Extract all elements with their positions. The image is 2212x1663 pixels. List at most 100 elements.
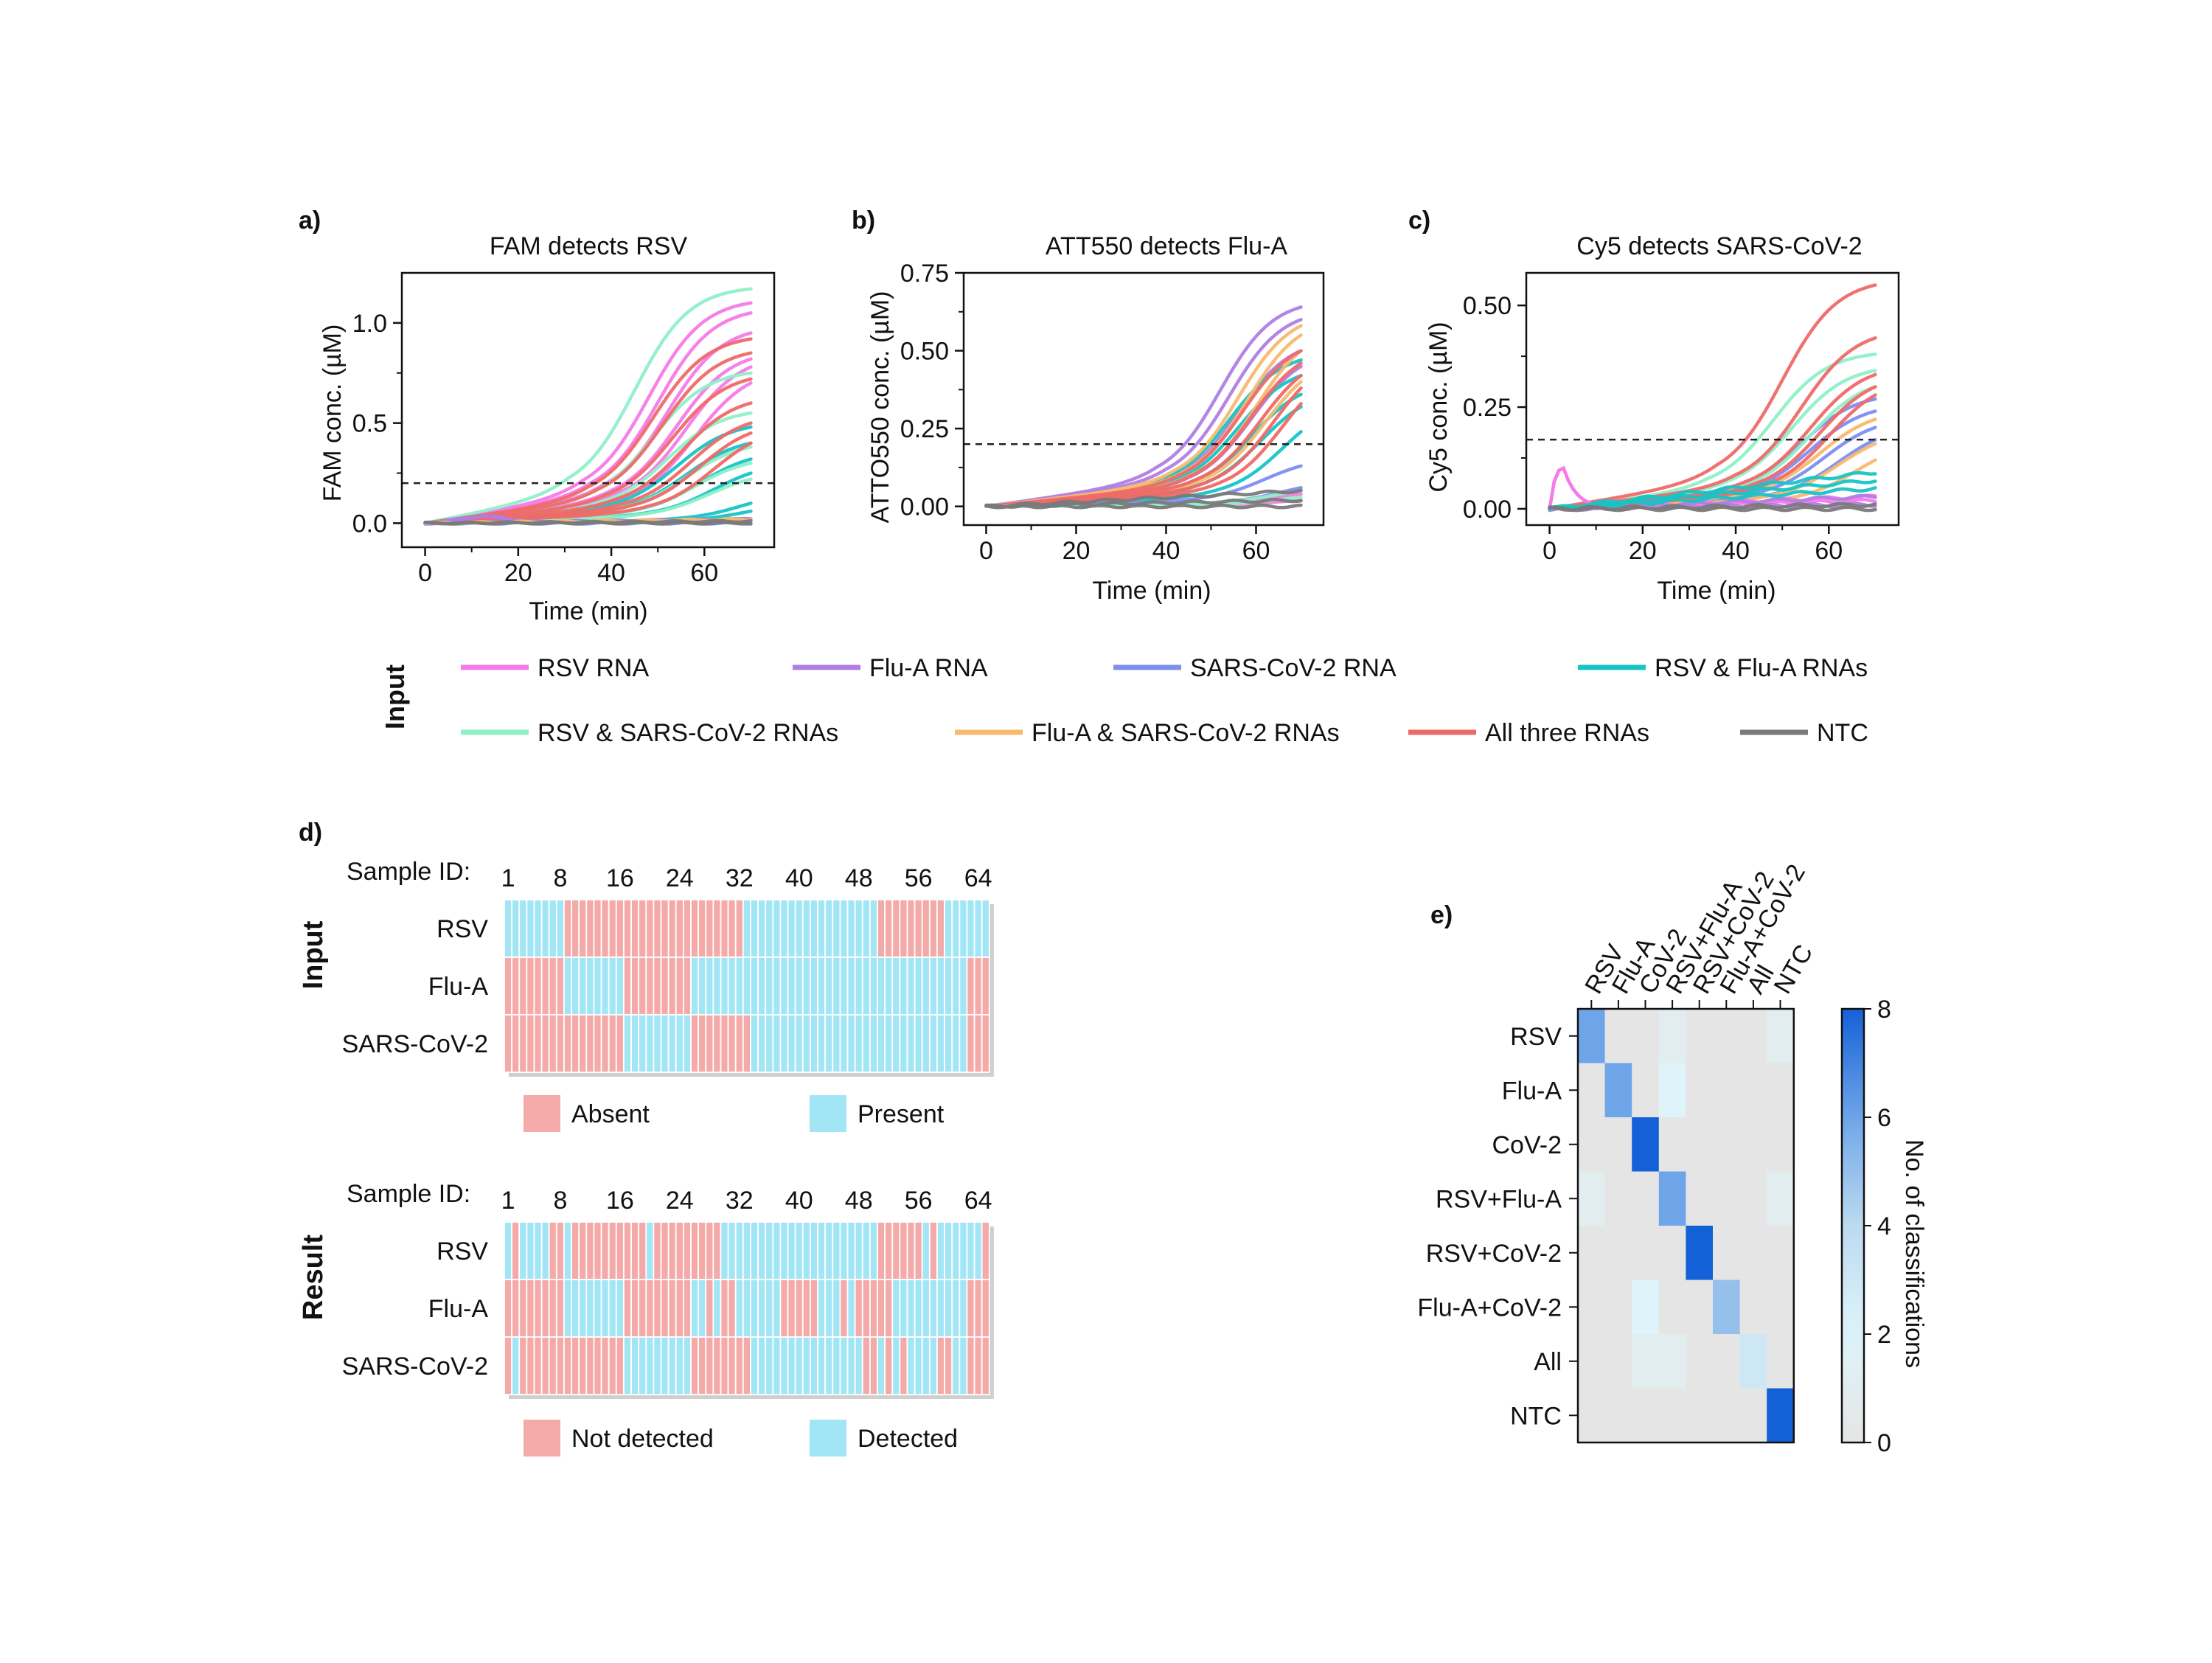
legend-swatch-present bbox=[810, 1095, 846, 1132]
grid-cell bbox=[877, 957, 886, 1015]
grid-cell bbox=[653, 1221, 662, 1280]
matrix-cell bbox=[1739, 1009, 1767, 1063]
matrix-cell bbox=[1767, 1171, 1795, 1226]
matrix-cell bbox=[1739, 1334, 1767, 1389]
grid-cell bbox=[593, 1221, 602, 1280]
grid-cell bbox=[765, 899, 774, 958]
legend-label-positive: Detected bbox=[858, 1425, 958, 1453]
grid-cell bbox=[638, 1279, 647, 1338]
column-tick-label: 48 bbox=[845, 1187, 873, 1215]
grid-cell bbox=[563, 957, 572, 1015]
grid-cell bbox=[966, 957, 975, 1015]
grid-cell bbox=[914, 1221, 923, 1280]
grid-cell bbox=[891, 1279, 901, 1338]
grid-cell bbox=[742, 1336, 751, 1395]
grid-cell bbox=[585, 1221, 595, 1280]
grid-cell bbox=[742, 899, 751, 958]
matrix-cell bbox=[1767, 1226, 1795, 1280]
grid-cell bbox=[750, 1221, 759, 1280]
grid-cell bbox=[593, 957, 602, 1015]
grid-cell bbox=[899, 1279, 908, 1338]
grid-cell bbox=[653, 957, 662, 1015]
grid-cell bbox=[779, 1014, 789, 1073]
legend-label-positive: Present bbox=[858, 1100, 945, 1128]
grid-cell bbox=[690, 1014, 700, 1073]
matrix-cell bbox=[1578, 1117, 1606, 1172]
sample-id-label-result: Sample ID: bbox=[347, 1180, 470, 1208]
grid-cell bbox=[667, 899, 677, 958]
grid-cell bbox=[533, 1221, 543, 1280]
grid-cell bbox=[555, 1014, 565, 1073]
column-tick-label: 64 bbox=[964, 864, 992, 892]
grid-cell bbox=[645, 957, 655, 1015]
grid-cell bbox=[533, 1014, 543, 1073]
grid-cell bbox=[817, 1221, 827, 1280]
grid-cell bbox=[518, 957, 528, 1015]
grid-cell bbox=[742, 957, 751, 1015]
grid-cell bbox=[959, 957, 968, 1015]
grid-cell bbox=[667, 1221, 677, 1280]
grid-cell bbox=[787, 1336, 796, 1395]
panel-label-b: b) bbox=[852, 206, 875, 235]
grid-cell bbox=[817, 1336, 827, 1395]
grid-cell bbox=[921, 1279, 931, 1338]
matrix-cell bbox=[1686, 1280, 1714, 1335]
grid-cell bbox=[533, 1279, 543, 1338]
matrix-cell bbox=[1686, 1388, 1714, 1443]
grid-cell bbox=[869, 899, 878, 958]
legend-label-ntc: NTC bbox=[1817, 719, 1868, 747]
matrix-cell bbox=[1767, 1009, 1795, 1063]
matrix-cell bbox=[1686, 1334, 1714, 1389]
matrix-cell bbox=[1604, 1334, 1632, 1389]
grid-cell bbox=[906, 1279, 916, 1338]
colorbar-tick-label: 8 bbox=[1877, 996, 1891, 1024]
grid-cell bbox=[869, 1279, 878, 1338]
grid-cell bbox=[623, 1336, 632, 1395]
grid-cell bbox=[757, 1014, 767, 1073]
grid-cell bbox=[533, 899, 543, 958]
matrix-row-label: Flu-A bbox=[1502, 1077, 1562, 1105]
series-lines bbox=[423, 287, 753, 526]
grid-cell bbox=[810, 1221, 818, 1280]
grid-cell bbox=[675, 899, 684, 958]
grid-cell bbox=[653, 1014, 662, 1073]
column-tick-label: 8 bbox=[553, 864, 567, 892]
matrix-cell bbox=[1632, 1171, 1660, 1226]
plot-area: 0 20 40 60 0.0 0.5 1.0 bbox=[352, 271, 776, 587]
grid-cell bbox=[914, 1279, 923, 1338]
grid-cell bbox=[906, 899, 916, 958]
matrix-cell bbox=[1713, 1334, 1741, 1389]
grid-cell bbox=[779, 957, 789, 1015]
series-line-flu bbox=[984, 305, 1303, 508]
grid-cell bbox=[794, 1336, 804, 1395]
grid-cell bbox=[511, 1279, 521, 1338]
plot-frame bbox=[400, 271, 776, 549]
grid-cell bbox=[921, 1221, 931, 1280]
column-tick-label: 24 bbox=[666, 1187, 694, 1215]
x-tick-label: 20 bbox=[1629, 537, 1657, 565]
grid-cell bbox=[548, 1336, 557, 1395]
panel-label-e: e) bbox=[1430, 901, 1453, 929]
grid-cell bbox=[839, 1279, 849, 1338]
grid-cell bbox=[600, 1336, 610, 1395]
grid-cell bbox=[891, 1336, 901, 1395]
grid-cell bbox=[959, 1279, 968, 1338]
x-tick-label: 40 bbox=[1152, 537, 1180, 565]
grid-cell bbox=[638, 957, 647, 1015]
grid-cell bbox=[511, 1336, 521, 1395]
grid-cell bbox=[690, 1221, 700, 1280]
grid-cell bbox=[966, 1221, 975, 1280]
grid-cell bbox=[615, 1336, 625, 1395]
matrix-cell bbox=[1604, 1171, 1632, 1226]
grid-cell bbox=[750, 1279, 759, 1338]
grid-cell bbox=[682, 1221, 692, 1280]
result-grid: RSV Flu-A SARS-CoV-2 1 8 16 24 32 40 48 56 64 bbox=[342, 1187, 994, 1399]
grid-cell bbox=[675, 1014, 684, 1073]
grid-cell bbox=[951, 1014, 961, 1073]
grid-cell bbox=[511, 899, 521, 958]
grid-cell bbox=[861, 1336, 871, 1395]
grid-cell bbox=[973, 957, 983, 1015]
matrix-cell bbox=[1578, 1171, 1606, 1226]
column-tick-label: 40 bbox=[785, 1187, 813, 1215]
grid-cell bbox=[810, 1336, 818, 1395]
